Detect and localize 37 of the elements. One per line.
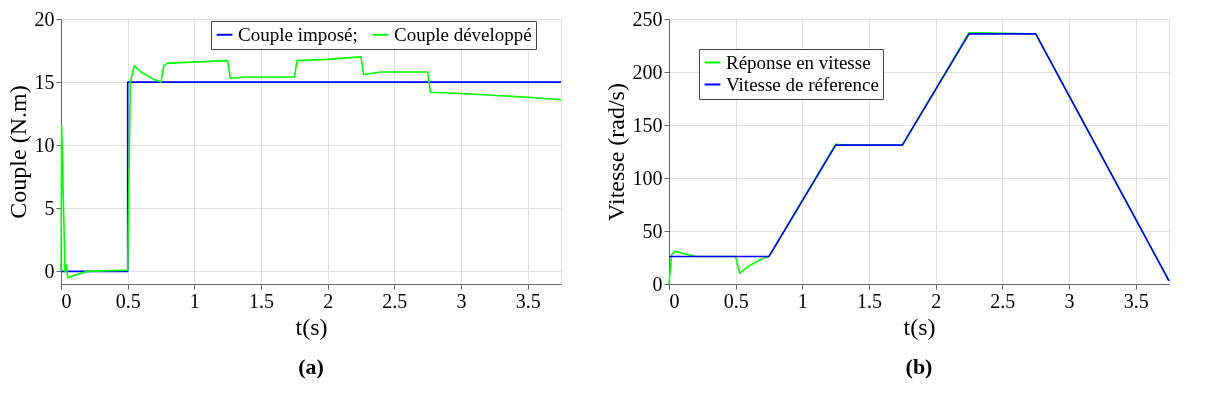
y-tick-label: 20	[34, 7, 55, 30]
legend-label: Couple développé	[394, 23, 532, 45]
y-tick-label: 15	[34, 70, 55, 93]
y-tick-label: 250	[632, 7, 663, 30]
x-tick-label: 1.5	[249, 289, 274, 312]
x-tick-label: 0.5	[723, 289, 749, 312]
x-tick-label: 2	[323, 289, 334, 312]
x-tick-label: 1	[189, 289, 200, 312]
legend-label: Vitesse de réference	[726, 73, 879, 95]
x-axis-title: t(s)	[295, 313, 328, 340]
x-tick-label: 0	[61, 289, 72, 312]
x-tick-label: 0	[669, 289, 680, 312]
x-tick-label: 1	[797, 289, 808, 312]
y-tick-label: 50	[642, 219, 663, 242]
x-tick-label: 2.5	[990, 289, 1016, 312]
y-tick-label: 200	[632, 60, 663, 83]
y-tick-label: 10	[34, 133, 55, 156]
y-tick-label: 100	[632, 166, 663, 189]
x-axis-title: t(s)	[903, 313, 936, 340]
x-tick-label: 2	[931, 289, 942, 312]
y-tick-label: 0	[652, 272, 663, 295]
y-axis-title: Couple (N.m)	[4, 85, 31, 219]
x-tick-label: 3	[456, 289, 467, 312]
legend-label: Réponse en vitesse	[726, 51, 871, 73]
y-tick-label: 0	[44, 259, 55, 282]
text: (a)	[298, 354, 324, 379]
x-tick-label: 3.5	[1123, 289, 1149, 312]
legend-label: Couple imposé;	[238, 23, 358, 45]
text: (b)	[905, 354, 933, 379]
x-tick-label: 0.5	[115, 289, 141, 312]
x-tick-label: 3	[1064, 289, 1075, 312]
x-tick-label: 3.5	[515, 289, 541, 312]
y-tick-label: 150	[632, 113, 663, 136]
x-tick-label: 1.5	[857, 289, 882, 312]
x-tick-label: 2.5	[382, 289, 408, 312]
y-axis-title: Vitesse (rad/s)	[602, 83, 629, 221]
y-tick-label: 5	[44, 196, 55, 219]
